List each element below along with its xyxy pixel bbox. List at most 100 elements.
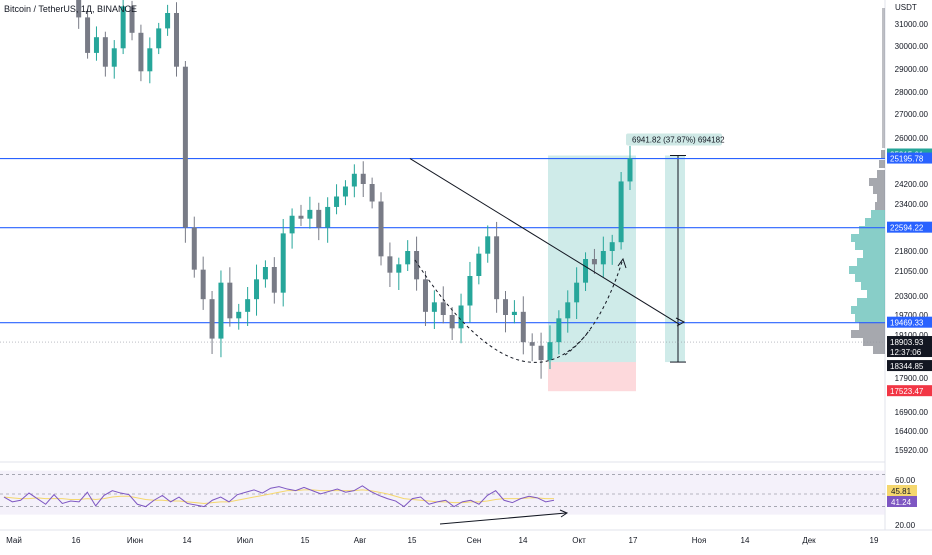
price-label-bg: [887, 221, 932, 233]
rsi-tick-label: 60.00: [895, 476, 916, 485]
rounding-bottom-arc: [414, 259, 591, 363]
candle-body: [600, 251, 606, 265]
y-tick-label: 21800.00: [895, 247, 929, 256]
y-tick-label: 15920.00: [895, 446, 929, 455]
x-tick-label: 14: [741, 536, 750, 545]
position-label: 6941.82 (37.87%) 694182: [632, 136, 725, 145]
trendline: [409, 158, 681, 326]
candle-body: [76, 0, 82, 18]
candle-body: [147, 48, 153, 72]
candle-body: [503, 299, 509, 315]
candle-body: [351, 173, 357, 187]
y-tick-label: 17900.00: [895, 374, 929, 383]
y-tick-label: 21050.00: [895, 267, 929, 276]
y-tick-label: 28000.00: [895, 88, 929, 97]
price-label-bg: [887, 385, 932, 397]
rsi-divergence-arrowhead: [559, 509, 569, 518]
candle-body: [565, 302, 571, 319]
candle-body: [334, 196, 340, 207]
candle-body: [414, 251, 420, 280]
x-tick-label: 14: [183, 536, 192, 545]
candle-body: [245, 299, 251, 312]
stop-zone: [548, 362, 636, 392]
x-tick-label: Дек: [802, 536, 816, 545]
x-tick-label: 15: [301, 536, 310, 545]
candle-body: [325, 206, 331, 228]
candle-body: [449, 315, 455, 329]
volume-profile-bar: [867, 290, 885, 298]
y-tick-label: 24200.00: [895, 180, 929, 189]
rsi-band: [0, 470, 885, 515]
y-tick-label: 23400.00: [895, 200, 929, 209]
y-tick-label: 30000.00: [895, 42, 929, 51]
candle-body: [129, 6, 135, 33]
candle-body: [556, 318, 562, 343]
rsi-ma-line: [3, 489, 554, 504]
x-tick-label: 17: [629, 536, 638, 545]
volume-profile-bar: [859, 226, 885, 234]
candle-body: [378, 201, 384, 257]
volume-profile-bar: [855, 242, 885, 250]
volume-profile-bar: [855, 274, 885, 282]
volume-profile-bar: [879, 160, 885, 168]
candle-body: [156, 28, 162, 49]
candle-body: [360, 173, 366, 184]
rsi-value-label: 41.24: [891, 498, 912, 507]
candle-body: [529, 342, 535, 346]
price-label-bg: [887, 360, 932, 372]
candle-body: [262, 267, 268, 280]
volume-profile-bar: [859, 322, 885, 330]
x-tick-label: Ноя: [692, 536, 707, 545]
y-tick-label: 20300.00: [895, 292, 929, 301]
candle-body: [405, 251, 411, 265]
candle-body: [289, 215, 295, 234]
candle-body: [102, 37, 108, 67]
price-label-stop: 17523.47: [890, 387, 924, 396]
x-tick-label: 19: [870, 536, 879, 545]
volume-profile-bar: [851, 234, 885, 242]
candle-body: [511, 311, 517, 315]
candle-body: [538, 345, 544, 361]
rsi-tick-label: 20.00: [895, 521, 916, 530]
y-tick-label: 16900.00: [895, 408, 929, 417]
candle-body: [387, 256, 393, 273]
price-label-level: 25195.78: [890, 155, 924, 164]
price-label-level: 19469.33: [890, 319, 924, 328]
candle-body: [467, 276, 473, 306]
candle-body: [618, 181, 624, 243]
candle-body: [476, 253, 482, 276]
volume-profile-bar: [869, 178, 885, 186]
chart-title: Bitcoin / TetherUS, 1Д, BINANCE: [4, 4, 137, 14]
volume-profile-bar: [857, 298, 885, 306]
rsi-divergence-line: [439, 512, 567, 525]
volume-profile-bar: [882, 8, 885, 148]
y-tick-label: 29000.00: [895, 65, 929, 74]
price-label-bg: [887, 316, 932, 328]
x-tick-label: Авг: [354, 536, 367, 545]
rsi-value-label-bg: [887, 485, 917, 496]
x-tick-label: Июн: [127, 536, 143, 545]
candle-body: [440, 302, 446, 315]
candle-body: [93, 37, 99, 53]
candle-body: [173, 13, 179, 67]
y-tick-label: 16400.00: [895, 427, 929, 436]
volume-profile-bar: [873, 346, 885, 354]
candle-body: [138, 32, 144, 72]
volume-profile-bar: [871, 210, 885, 218]
candle-body: [280, 233, 286, 293]
y-tick-label: 19100.00: [895, 331, 929, 340]
candle-body: [209, 299, 215, 339]
candle-body: [494, 236, 500, 300]
price-label-bg: [887, 346, 932, 358]
volume-profile-bar: [857, 258, 885, 266]
price-label-level: 22594.22: [890, 224, 924, 233]
candle-body: [591, 259, 597, 265]
y-tick-label: 27000.00: [895, 110, 929, 119]
x-tick-label: Июл: [237, 536, 254, 545]
candle-body: [520, 311, 526, 343]
volume-profile-bar: [849, 266, 885, 274]
candle-body: [342, 186, 348, 197]
price-label-current: 18903.93: [890, 338, 924, 347]
rsi-value-label-bg: [887, 496, 917, 507]
